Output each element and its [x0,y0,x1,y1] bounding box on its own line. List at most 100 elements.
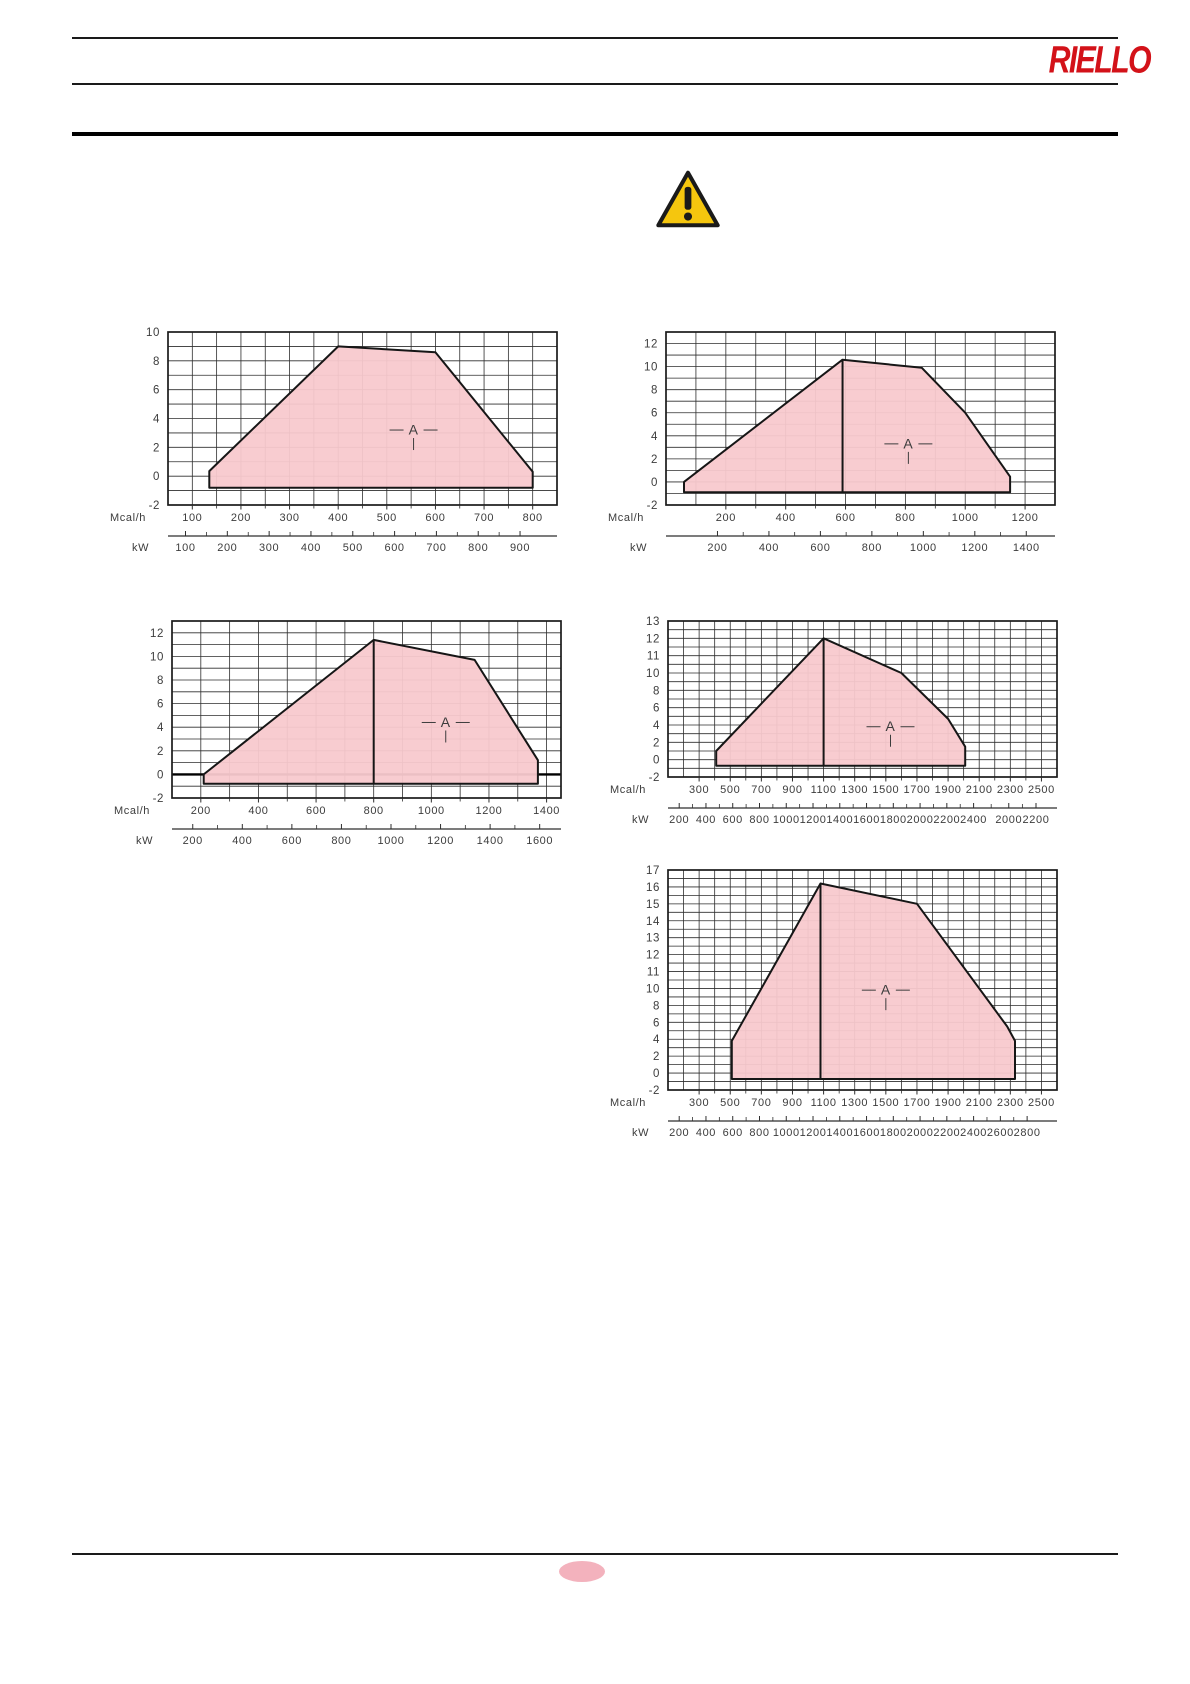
kw-axis-tick-label: 1200 [800,814,827,826]
x-axis-tick-label: 500 [720,1097,740,1109]
y-axis-tick-label: -2 [649,1085,660,1097]
y-axis-tick-label: 16 [646,882,660,894]
kw-axis-tick-label: 600 [385,542,405,554]
x-axis-tick-label: 400 [776,512,796,524]
y-axis-tick-label: -2 [649,772,660,784]
kw-axis-tick-label: 800 [331,835,351,847]
kw-axis-tick-label: 1600 [526,835,553,847]
kw-axis-tick-label: 1000 [378,835,405,847]
firing-rate-chart-4: A 13 12 11 10 8 6 4 2 0 -2 300 500 700 900 1100 1300 1500… [604,611,1091,846]
working-field-area [202,638,539,785]
area-label: A [441,714,451,730]
y-axis-tick-label: 8 [653,685,660,697]
kw-axis-tick-label: 1200 [961,542,988,554]
y-axis-tick-label: 11 [647,651,660,663]
kw-axis-unit-label: kW [136,835,153,847]
kw-axis-tick-label: 1000 [910,542,937,554]
y-axis-tick-label: 10 [644,362,658,374]
kw-axis-tick-label: 600 [282,835,302,847]
y-axis-tick-label: 12 [150,628,164,640]
y-axis-tick-label: -2 [153,793,164,805]
y-axis-tick-label: 4 [653,720,660,732]
y-axis-tick-label: 10 [150,651,164,663]
kw-axis-tick-label: 1000 [773,1127,800,1139]
x-axis-tick-label: 800 [523,512,543,524]
kw-axis-tick-label: 1200 [800,1127,827,1139]
kw-axis-tick-label: 1600 [853,1127,880,1139]
riello-logo: RIELLO [1048,38,1152,81]
y-axis-tick-label: 14 [646,916,660,928]
x-axis-tick-label: 800 [895,512,915,524]
x-axis-tick-label: 2100 [966,1097,993,1109]
y-axis-tick-label: 6 [651,408,658,420]
kw-axis-tick-label: 2200 [933,1127,960,1139]
kw-axis-tick-label: 400 [759,542,779,554]
firing-rate-chart-3-svg: A 12 10 8 6 4 2 0 -2 200 400 600 800 1000 1200 1400 Mcal… [114,620,562,847]
x-axis-tick-label: 1000 [418,805,445,817]
y-axis-tick-label: -2 [647,500,658,512]
x-axis-tick-label: 1100 [811,1097,837,1109]
y-axis-tick-label: 2 [153,442,160,454]
kw-axis-tick-label: 400 [696,1127,716,1139]
kw-axis-tick-label: 400 [696,814,716,826]
kw-axis-tick-label: 1800 [880,814,907,826]
x-axis-tick-label: 600 [425,512,445,524]
x-axis-tick-label: 700 [474,512,494,524]
area-label: A [409,422,419,438]
kw-axis-tick-label: 1400 [1013,542,1040,554]
x-axis-tick-label: 700 [751,1097,771,1109]
kw-axis-tick-label: 1400 [826,1127,853,1139]
kw-axis-tick-label: 1000 [773,814,800,826]
kw-axis-tick-label: 1600 [853,814,880,826]
x-axis-tick-label: 600 [306,805,326,817]
y-axis-tick-label: 0 [651,477,658,489]
y-axis-tick-label: 10 [146,327,160,339]
kw-axis-tick-label: 1800 [880,1127,907,1139]
kw-axis-tick-label: 2400 [960,1127,987,1139]
x-axis-tick-label: 1500 [872,784,899,796]
x-axis-tick-label: 200 [716,512,736,524]
x-axis-tick-label: 2100 [966,784,993,796]
x-axis-tick-label: 100 [182,512,202,524]
plot-border [665,331,1056,506]
x-axis-tick-label: 2500 [1028,1097,1055,1109]
kw-axis-tick-label: 600 [723,814,743,826]
kw-axis-tick-label: 800 [749,1127,769,1139]
x-axis-tick-label: 1900 [935,784,962,796]
kw-axis-tick-label: 2200 [933,814,960,826]
y-axis-tick-label: 0 [157,769,164,781]
kw-axis-tick-label: 900 [510,542,530,554]
footer-rule [72,1553,1118,1555]
x-axis-tick-label: 1300 [841,784,868,796]
kw-axis-tick-label: 700 [426,542,446,554]
working-field-area [730,882,1016,1080]
x-axis-tick-label: 2500 [1028,784,1055,796]
y-axis-tick-label: 6 [157,699,164,711]
y-axis-tick-label: 4 [157,722,164,734]
firing-rate-chart-5-svg: A 17 16 15 14 13 12 11 10 8 6 4 2 0 -2 300 500 700 900 1100… [610,865,1058,1139]
x-axis-tick-label: 1900 [935,1097,962,1109]
y-axis-tick-label: 4 [153,414,160,426]
y-axis-tick-label: 12 [644,339,658,351]
y-axis-tick-label: 4 [651,431,658,443]
x-axis-tick-label: 500 [720,784,740,796]
kw-axis-tick-label: 1400 [826,814,853,826]
x-axis-tick-label: 1700 [904,1097,931,1109]
y-axis-tick-label: 0 [153,471,160,483]
kw-axis-tick-label: 400 [301,542,321,554]
x-axis-tick-label: 900 [782,1097,802,1109]
y-axis-tick-label: 2 [653,1051,660,1063]
kw-axis-unit-label: kW [632,814,649,826]
x-axis-tick-label: 800 [364,805,384,817]
firing-rate-chart-1-svg: A 10 8 6 4 2 0 -2 100 200 300 400 500 600 700 800 Mcal/h… [110,327,558,554]
kw-axis-tick-label: 1200 [427,835,454,847]
kw-axis-tick-label: 2200 [1023,814,1050,826]
x-axis-tick-label: 1300 [841,1097,868,1109]
x-axis-tick-label: 900 [782,784,802,796]
x-axis-tick-label: 200 [191,805,211,817]
firing-rate-chart-5: A 17 16 15 14 13 12 11 10 8 6 4 2 0 -2 300 500 700 900 1100… [604,860,1091,1159]
y-axis-tick-label: 8 [157,675,164,687]
x-axis-tick-label: 200 [231,512,251,524]
y-axis-tick-label: -2 [149,500,160,512]
kw-axis-tick-label: 2400 [960,814,987,826]
